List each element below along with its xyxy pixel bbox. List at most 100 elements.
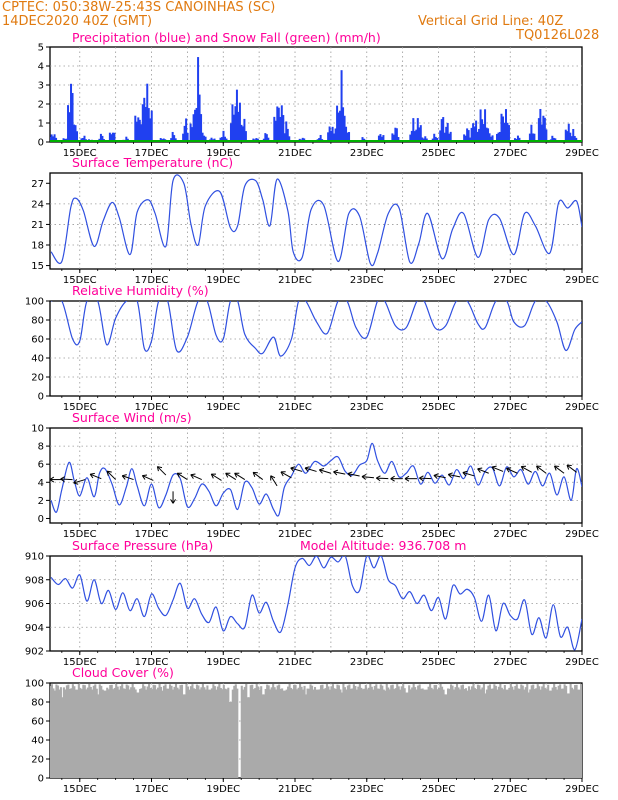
cloud-bar [315,689,318,778]
cloud-bar [442,689,445,778]
cloud-bar [288,684,291,778]
x-tick-label: 27DEC [493,529,527,540]
precip-bar [288,136,291,142]
x-tick-label: 25DEC [422,275,456,286]
cloud-bar [290,687,293,778]
cloud-bar [242,689,245,778]
cloud-bar [470,686,474,778]
cloud-bar [536,684,539,778]
cloud-bar [394,688,397,778]
cloud-bar [384,690,387,778]
cloud-bar [134,689,137,778]
precip-bar [330,130,333,142]
cloud-bar [307,688,311,778]
cloud-bar [363,688,366,778]
cloud-bar [331,684,335,778]
cloud-bar [228,702,231,778]
wind-arrow [234,472,246,480]
wind-arrow-head [376,475,381,482]
cloud-bar [491,688,494,778]
precip-bar [416,118,419,142]
wind-arrow-head [106,470,112,476]
cloud-bar [73,686,76,778]
cloud-bar [158,683,161,778]
cloud-bar [452,689,456,778]
cloud-bar [358,684,361,778]
precip-bar [497,132,500,142]
wind-arrow [554,465,565,474]
cloud-bar [131,683,134,778]
x-tick-label: 17DEC [135,657,169,668]
cloud-bar [119,686,122,778]
precip-bar [412,118,415,142]
cloud-bar [145,689,148,778]
cloud-bar [234,684,237,778]
precip-bar [319,134,322,142]
y-tick-label: 24 [31,199,44,210]
precip-bar [491,135,494,142]
cloud-bar [446,688,450,778]
wind-arrow [419,477,432,480]
cloud-bar [209,689,212,778]
cloud-bar [160,686,163,778]
precip-bar [222,130,225,142]
cloud-bar [284,690,287,778]
precip-bar [572,128,575,142]
cloud-bar [219,687,222,778]
cloud-bar [186,686,190,778]
cloud-bar [484,693,487,778]
cloud-bar [514,686,517,778]
cloud-bar [539,689,542,778]
precip-bar [463,134,466,142]
cloud-bar [161,690,164,778]
precip-bar [111,132,114,142]
x-tick-label: 15DEC [63,657,97,668]
precip-bar [443,132,446,142]
cloud-bar [458,689,462,778]
precip-bar [573,136,576,142]
precip-bar [394,127,397,142]
cloud-bar [231,689,234,778]
cloud-bar [200,687,203,778]
cloud-bar [182,694,185,778]
wind-arrow [73,479,86,484]
x-tick-label: 23DEC [350,657,384,668]
cloud-bar [553,683,556,778]
precip-bar [186,132,189,142]
cloud-bar [530,685,533,778]
cloud-bar [173,686,176,778]
header-grid-line: Vertical Grid Line: 40Z [418,14,564,29]
y-tick-label: 2 [38,496,44,507]
precip-bar [336,105,339,142]
precip-bar [570,136,573,142]
cloud-bar [496,689,499,778]
cloud-bar [369,683,372,778]
cloud-bar [146,686,149,778]
y-tick-label: 910 [25,552,44,563]
precip-bar [552,137,555,142]
wind-arrow-head [225,472,231,478]
cloud-bar [503,685,506,778]
precip-bar [241,126,244,142]
wind-arrow-head [553,465,560,471]
precip-bar [328,126,331,142]
cloud-bar [216,686,219,778]
wind-arrow-head [60,476,65,483]
cloud-bar [487,685,490,778]
x-tick-label: 19DEC [206,148,240,159]
precip-bar [138,119,141,142]
precip-bar [537,118,540,142]
cloud-bar [303,685,306,778]
precip-bar [140,124,143,142]
cloud-bar [213,686,216,778]
cloud-bar [367,687,370,778]
cloud-bar [533,688,536,778]
precip-bar [490,136,493,142]
precip-bar [361,137,364,142]
cloud-bar [174,683,178,778]
precip-bar [173,135,176,142]
x-tick-label: 15DEC [63,148,97,159]
x-tick-label: 21DEC [278,657,312,668]
precip-bar [144,106,147,142]
